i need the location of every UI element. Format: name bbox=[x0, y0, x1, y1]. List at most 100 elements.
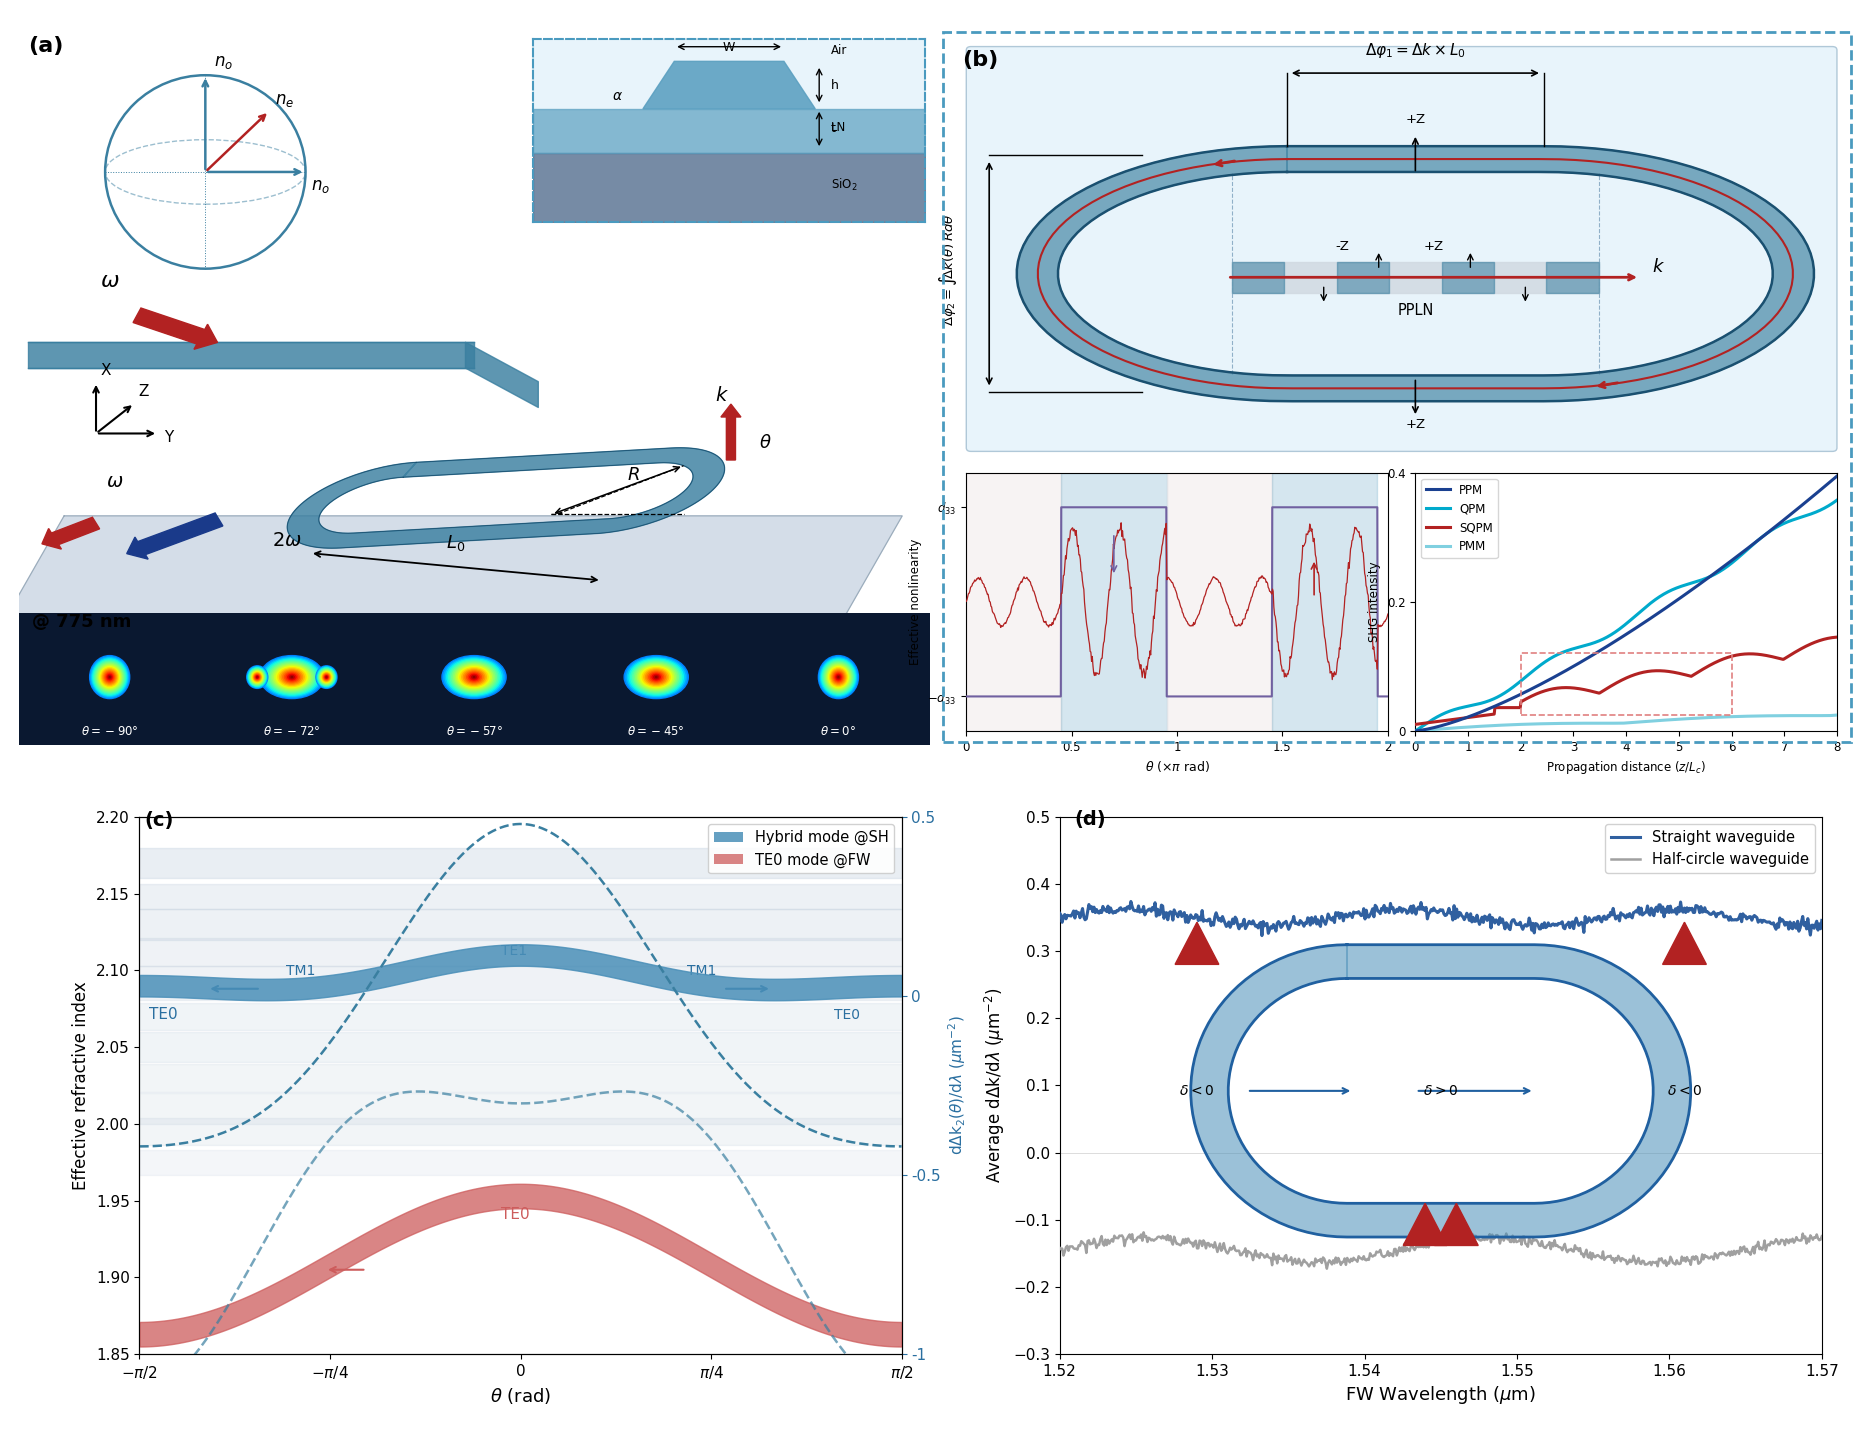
Ellipse shape bbox=[325, 676, 327, 678]
Half-circle waveguide bbox=[1246, 1248, 1268, 1265]
Text: TE0: TE0 bbox=[502, 1207, 530, 1222]
Ellipse shape bbox=[320, 671, 333, 684]
FancyArrow shape bbox=[134, 308, 218, 350]
Ellipse shape bbox=[626, 656, 686, 698]
X-axis label: $\theta$ (rad): $\theta$ (rad) bbox=[491, 1387, 550, 1406]
Ellipse shape bbox=[249, 669, 264, 685]
Ellipse shape bbox=[824, 661, 853, 694]
Ellipse shape bbox=[290, 675, 294, 679]
Ellipse shape bbox=[628, 659, 684, 695]
Half-circle waveguide bbox=[1625, 1255, 1647, 1273]
Text: (c): (c) bbox=[145, 811, 173, 830]
Ellipse shape bbox=[106, 674, 113, 681]
Ellipse shape bbox=[288, 675, 296, 679]
Ellipse shape bbox=[275, 665, 309, 689]
Ellipse shape bbox=[322, 672, 331, 682]
Ellipse shape bbox=[99, 665, 121, 689]
Text: $R$: $R$ bbox=[626, 466, 639, 484]
Legend: Straight waveguide, Half-circle waveguide: Straight waveguide, Half-circle waveguid… bbox=[1604, 824, 1814, 873]
Ellipse shape bbox=[653, 675, 660, 679]
Polygon shape bbox=[288, 447, 725, 549]
Straight waveguide bbox=[1500, 913, 1523, 930]
Text: $\theta=-45°$: $\theta=-45°$ bbox=[626, 725, 686, 738]
Ellipse shape bbox=[825, 662, 851, 692]
Ellipse shape bbox=[102, 671, 117, 684]
Text: +Z: +Z bbox=[1405, 113, 1426, 126]
Ellipse shape bbox=[323, 675, 329, 679]
Ellipse shape bbox=[654, 675, 658, 679]
Straight waveguide bbox=[1119, 893, 1141, 910]
Ellipse shape bbox=[450, 661, 498, 694]
Ellipse shape bbox=[829, 666, 848, 688]
Line: Straight waveguide: Straight waveguide bbox=[1060, 901, 1822, 936]
Text: (a): (a) bbox=[28, 36, 63, 56]
Ellipse shape bbox=[446, 658, 502, 696]
Half-circle waveguide bbox=[1560, 1241, 1582, 1258]
Ellipse shape bbox=[465, 671, 483, 684]
Ellipse shape bbox=[442, 656, 506, 699]
Legend: Hybrid mode @SH, TE0 mode @FW: Hybrid mode @SH, TE0 mode @FW bbox=[708, 824, 894, 874]
Text: $\theta=0°$: $\theta=0°$ bbox=[820, 725, 857, 738]
Half-circle waveguide bbox=[1132, 1224, 1154, 1241]
Ellipse shape bbox=[91, 658, 128, 696]
Ellipse shape bbox=[837, 675, 840, 679]
Ellipse shape bbox=[100, 666, 119, 688]
Half-circle waveguide bbox=[1048, 1240, 1071, 1257]
Polygon shape bbox=[0, 516, 902, 659]
Text: TE0: TE0 bbox=[833, 1009, 859, 1023]
Ellipse shape bbox=[108, 675, 112, 679]
Ellipse shape bbox=[251, 671, 262, 684]
Ellipse shape bbox=[625, 656, 688, 699]
Ellipse shape bbox=[818, 656, 859, 699]
Ellipse shape bbox=[268, 661, 316, 694]
Ellipse shape bbox=[320, 669, 333, 685]
Straight waveguide bbox=[1625, 903, 1647, 920]
Ellipse shape bbox=[835, 674, 842, 681]
Text: $2\omega$: $2\omega$ bbox=[273, 532, 303, 550]
Y-axis label: d$\Delta$k$_2(\theta)$/d$\lambda$ ($\mu$m$^{-2}$): d$\Delta$k$_2(\theta)$/d$\lambda$ ($\mu$… bbox=[946, 1016, 969, 1155]
Ellipse shape bbox=[831, 669, 846, 685]
Straight waveguide bbox=[1246, 917, 1268, 934]
Ellipse shape bbox=[459, 666, 489, 688]
Ellipse shape bbox=[104, 671, 115, 684]
Text: PPLN: PPLN bbox=[1398, 302, 1433, 318]
Ellipse shape bbox=[820, 656, 857, 698]
Text: @ 775 nm: @ 775 nm bbox=[32, 613, 132, 631]
Ellipse shape bbox=[822, 659, 855, 695]
Ellipse shape bbox=[457, 665, 491, 689]
Straight waveguide bbox=[1560, 914, 1582, 931]
Half-circle waveguide bbox=[1396, 1240, 1418, 1257]
Text: $n_o$: $n_o$ bbox=[310, 176, 331, 195]
Text: $k$: $k$ bbox=[1653, 258, 1666, 275]
Ellipse shape bbox=[325, 675, 329, 679]
Ellipse shape bbox=[255, 674, 260, 681]
Ellipse shape bbox=[249, 668, 266, 686]
Text: +Z: +Z bbox=[1405, 418, 1426, 431]
Text: (d): (d) bbox=[1075, 810, 1106, 828]
Straight waveguide bbox=[1811, 911, 1833, 929]
Bar bbox=[19, 613, 930, 745]
Ellipse shape bbox=[641, 666, 671, 688]
Ellipse shape bbox=[102, 669, 117, 685]
Text: $L_0$: $L_0$ bbox=[446, 533, 465, 553]
Ellipse shape bbox=[322, 672, 331, 682]
Text: X: X bbox=[100, 363, 112, 378]
Ellipse shape bbox=[827, 665, 850, 689]
Ellipse shape bbox=[108, 675, 112, 679]
Text: TM1: TM1 bbox=[686, 964, 716, 977]
Text: (b): (b) bbox=[961, 50, 998, 70]
Ellipse shape bbox=[454, 663, 494, 691]
Ellipse shape bbox=[277, 668, 307, 686]
Line: Half-circle waveguide: Half-circle waveguide bbox=[1060, 1232, 1822, 1268]
Ellipse shape bbox=[835, 672, 842, 682]
Ellipse shape bbox=[825, 663, 851, 691]
Ellipse shape bbox=[647, 671, 666, 684]
Text: $\theta=-72°$: $\theta=-72°$ bbox=[262, 725, 322, 738]
Ellipse shape bbox=[822, 661, 855, 694]
Ellipse shape bbox=[636, 663, 677, 691]
Ellipse shape bbox=[634, 662, 679, 692]
Ellipse shape bbox=[639, 665, 673, 689]
Ellipse shape bbox=[448, 661, 500, 694]
Ellipse shape bbox=[643, 669, 669, 685]
Text: $\theta$: $\theta$ bbox=[758, 434, 771, 451]
